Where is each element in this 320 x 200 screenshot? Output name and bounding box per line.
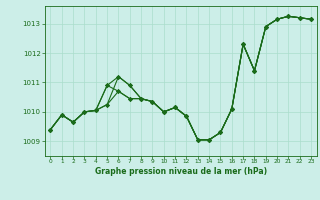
X-axis label: Graphe pression niveau de la mer (hPa): Graphe pression niveau de la mer (hPa)	[95, 167, 267, 176]
